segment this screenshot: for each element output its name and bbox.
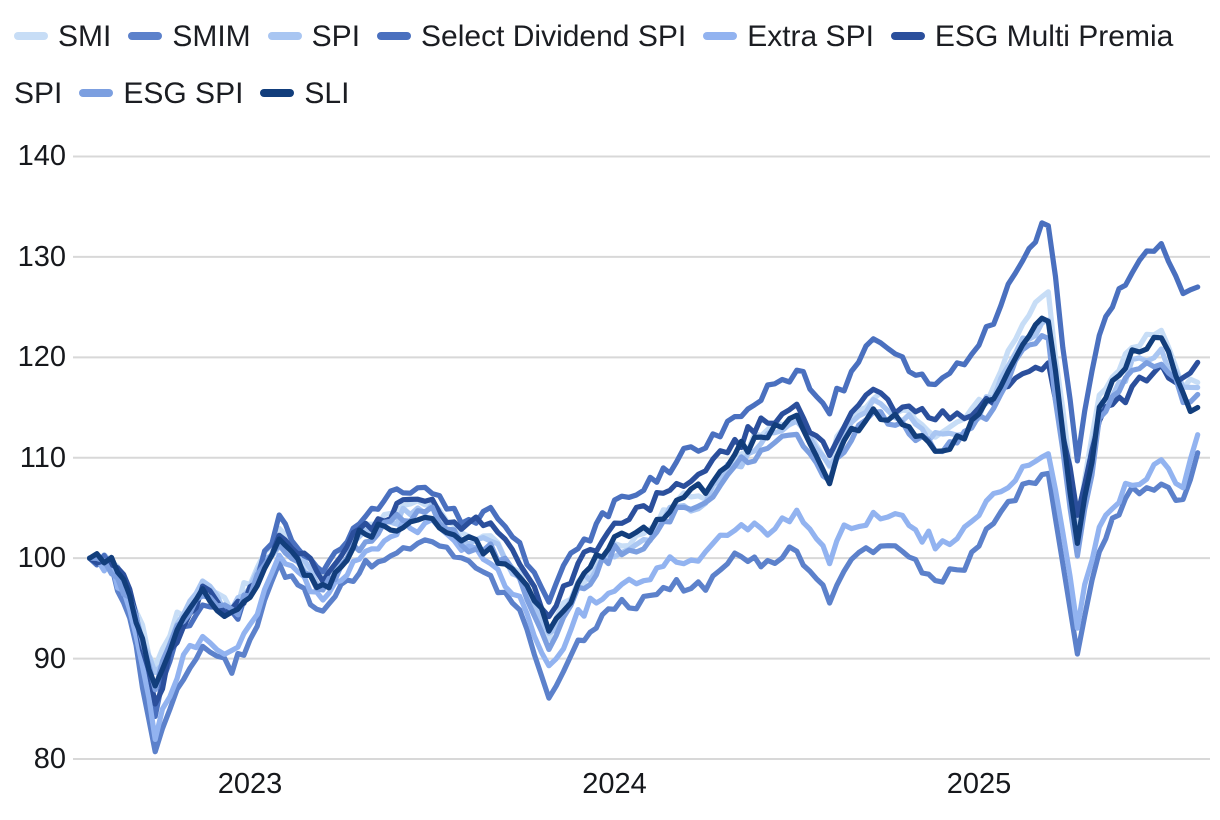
y-tick-label-90: 90: [33, 642, 66, 675]
y-tick-label-110: 110: [19, 441, 66, 474]
chart-legend: SMI SMIM SPI Select Dividend SPI Extra SPI ES…: [14, 8, 1208, 122]
legend-swatch-extra-spi: [703, 32, 738, 41]
legend-head: SMI: [14, 20, 111, 53]
x-tick-label-2024: 2024: [582, 768, 647, 800]
x-tick-label-2025: 2025: [946, 768, 1012, 800]
legend-item-select-dividend-spi[interactable]: Select Dividend SPI: [377, 20, 686, 53]
x-tick-label-2023: 2023: [217, 768, 283, 800]
legend-label: SPI: [186, 77, 244, 110]
legend-head: Extra: [703, 20, 817, 53]
legend-item-extra-spi[interactable]: Extra SPI: [703, 20, 874, 53]
y-tick-label-140: 140: [17, 140, 66, 173]
legend-swatch-esg-spi: [79, 89, 114, 98]
legend-swatch-esg-multi-premia-spi: [890, 32, 925, 41]
y-tick-label-130: 130: [17, 240, 66, 273]
legend-swatch-smim: [128, 32, 163, 41]
legend-swatch-smi: [14, 32, 48, 41]
legend-head: ESG: [79, 77, 187, 110]
legend-swatch-sli: [260, 89, 295, 98]
legend-swatch-spi: [267, 32, 302, 41]
legend-swatch-select-dividend-spi: [377, 32, 412, 41]
legend-item-spi[interactable]: SPI: [267, 20, 360, 53]
series-line-smim: [87, 450, 1201, 755]
y-tick-label-80: 80: [33, 743, 66, 775]
legend-label: Multi Premia SPI: [14, 20, 1174, 110]
legend-item-esg-spi[interactable]: ESG SPI: [79, 77, 243, 110]
series-line-extra-spi: [87, 432, 1201, 742]
legend-head: SMIM: [128, 20, 251, 53]
legend-head: SPI: [267, 20, 360, 53]
legend-item-esg-multi-premia-spi[interactable]: ESG Multi Premia SPI: [14, 20, 1173, 110]
series-line-esg-spi: [87, 333, 1201, 693]
legend-label: Dividend SPI: [504, 20, 687, 53]
legend-label: SPI: [817, 20, 874, 53]
legend-item-smim[interactable]: SMIM: [128, 20, 251, 53]
legend-head: Select: [377, 20, 504, 53]
y-tick-label-100: 100: [17, 542, 66, 575]
y-tick-label-120: 120: [17, 341, 66, 374]
legend-item-smi[interactable]: SMI: [14, 20, 111, 53]
legend-item-sli[interactable]: SLI: [260, 77, 349, 110]
series-line-select-dividend-spi: [87, 220, 1201, 719]
legend-head: SLI: [260, 77, 349, 110]
legend-head: ESG: [890, 20, 998, 53]
series-line-sli: [87, 315, 1201, 689]
